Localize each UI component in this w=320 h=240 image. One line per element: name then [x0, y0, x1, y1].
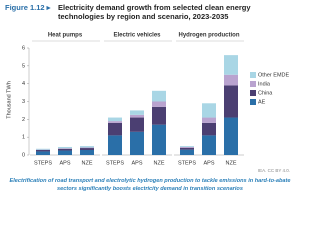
y-tick-label: 1 [22, 135, 25, 141]
bar-segment [202, 122, 216, 136]
bar-segment [36, 151, 50, 155]
bar-segment [58, 150, 72, 155]
legend-label: AE [258, 99, 266, 105]
x-tick-label: STEPS [34, 160, 52, 166]
bar-segment [108, 121, 122, 123]
bar-segment [180, 149, 194, 155]
y-tick-label: 2 [22, 117, 25, 123]
caption: Electrification of road transport and el… [9, 178, 291, 192]
bar-segment [202, 135, 216, 155]
legend-swatch [250, 90, 256, 96]
bar-segment [152, 101, 166, 107]
bar-segment [130, 131, 144, 155]
bar-segment [202, 117, 216, 123]
bar-segment [108, 122, 122, 136]
bar-segment [130, 110, 144, 115]
y-tick-label: 5 [22, 63, 25, 69]
y-tick-label: 6 [22, 45, 25, 51]
bar-segment [36, 148, 50, 150]
x-tick-label: STEPS [178, 160, 196, 166]
figure-number: Figure 1.12 ▸ [5, 3, 51, 12]
bar-segment [58, 146, 72, 149]
bar-segment [224, 74, 238, 86]
x-tick-label: APS [203, 160, 214, 166]
bar-segment [58, 148, 72, 151]
bar-segment [108, 117, 122, 122]
bar-segment [130, 114, 144, 118]
page: Figure 1.12 ▸ Electricity demand growth … [5, 3, 291, 192]
x-tick-label: NZE [82, 160, 93, 166]
panel-title: Hydrogen production [179, 33, 240, 39]
figure-title: Electricity demand growth from selected … [58, 3, 251, 21]
panel-title: Electric vehicles [113, 33, 161, 39]
y-axis-label: Thousand TWh [6, 81, 12, 119]
bar-segment [152, 90, 166, 102]
bar-segment [80, 147, 94, 149]
legend-label: India [258, 81, 271, 87]
y-tick-label: 3 [22, 99, 25, 105]
bar-segment [80, 146, 94, 148]
panel-title: Heat pumps [48, 33, 83, 39]
legend-swatch [250, 81, 256, 87]
chart: Thousand TWh IEA. CC BY 4.0. 0 1 2 3 4 5 6 Heat… [6, 33, 290, 174]
bar-segment [224, 117, 238, 155]
bar-segment [180, 146, 194, 147]
x-tick-label: APS [131, 160, 142, 166]
bar-segment [152, 106, 166, 125]
bar-segment [180, 146, 194, 148]
bar-segment [36, 150, 50, 152]
legend-label: Other EMDE [258, 72, 290, 78]
bar-segment [58, 148, 72, 149]
x-tick-label: APS [59, 160, 70, 166]
bar-segment [108, 135, 122, 155]
legend-swatch [250, 99, 256, 105]
legend-label: China [258, 90, 273, 96]
bar-segment [224, 85, 238, 118]
y-tick-label: 0 [22, 152, 25, 158]
bar-segment [80, 150, 94, 155]
bar-segment [80, 148, 94, 151]
bar-segment [224, 55, 238, 75]
source: IEA. CC BY 4.0. [258, 168, 290, 173]
x-tick-label: STEPS [106, 160, 124, 166]
x-tick-label: NZE [154, 160, 165, 166]
bar-segment [130, 117, 144, 132]
y-tick-label: 4 [22, 81, 25, 87]
legend-swatch [250, 72, 256, 78]
bar-segment [152, 124, 166, 155]
x-tick-label: NZE [226, 160, 237, 166]
bar-segment [202, 103, 216, 118]
bar-segment [180, 147, 194, 150]
